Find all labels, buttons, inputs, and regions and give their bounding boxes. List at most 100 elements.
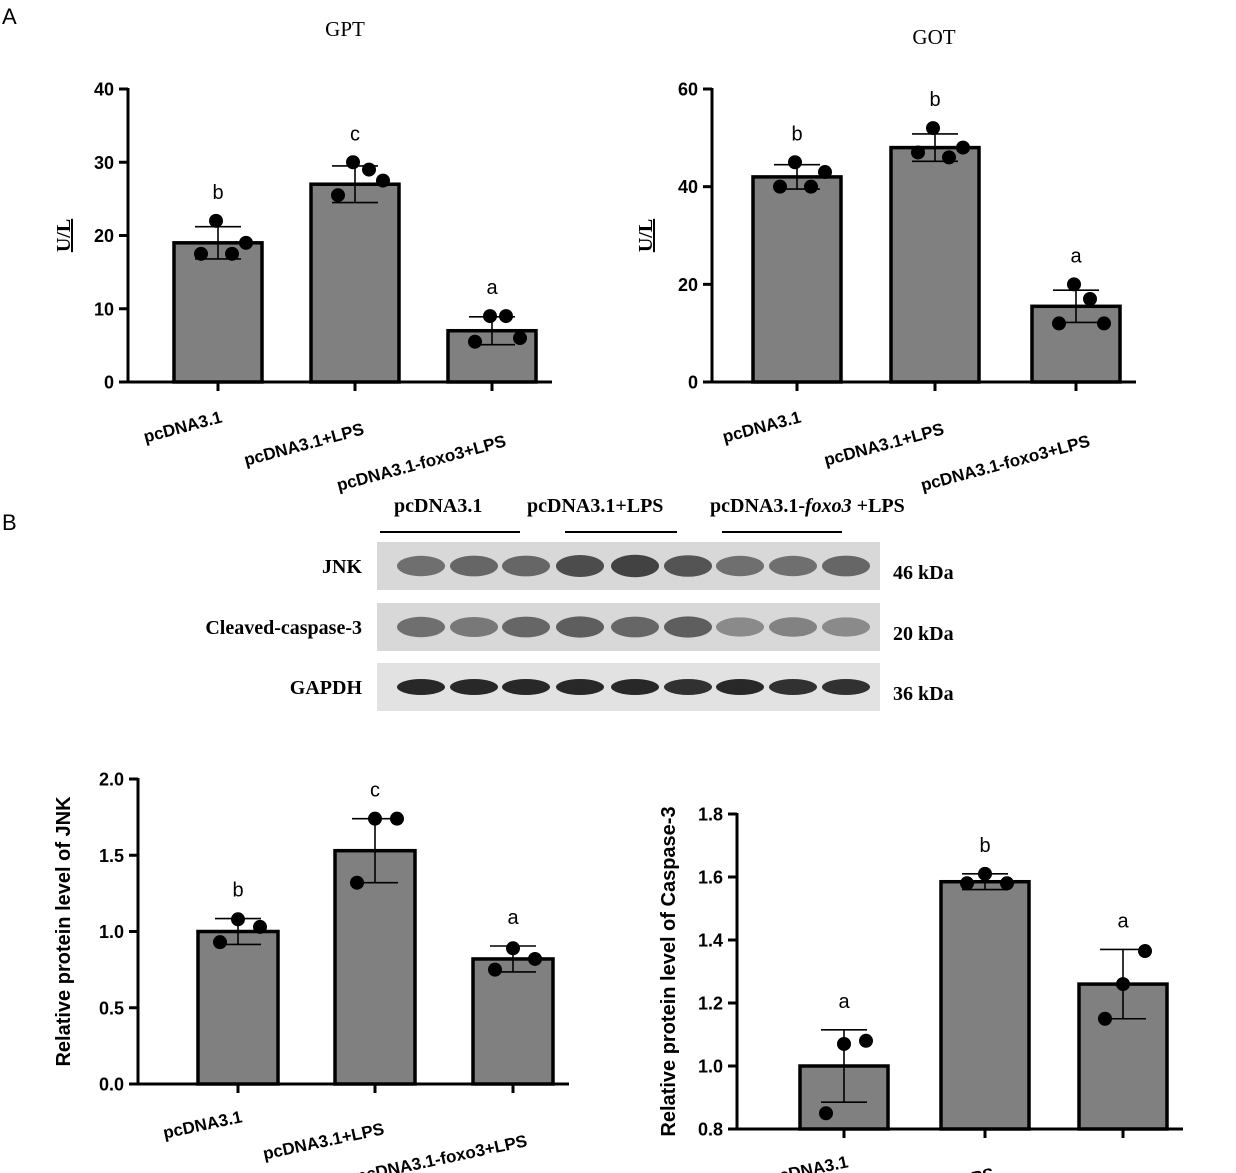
y-tick-label: 20: [94, 226, 114, 246]
data-point: [804, 179, 818, 194]
y-tick-label: 1.0: [698, 1057, 723, 1077]
data-point: [788, 155, 802, 170]
y-tick-label: 1.4: [698, 931, 723, 951]
y-tick-label: 2.0: [99, 770, 124, 790]
x-category-label: pcDNA3.1+LPS: [261, 1119, 386, 1163]
blot-band: [769, 679, 817, 695]
blot-band: [716, 617, 764, 637]
blot-protein-label: Cleaved-caspase-3: [205, 617, 362, 639]
blot-band: [822, 555, 870, 577]
blot-band: [397, 679, 445, 695]
data-point: [506, 941, 520, 956]
blot-band: [450, 679, 498, 695]
significance-letter: b: [979, 835, 990, 857]
significance-letter: a: [838, 991, 850, 1013]
blot-band: [397, 555, 445, 577]
blot-band: [397, 616, 445, 638]
got-bar-chart: GOTU/L0204060bpcDNA3.1bpcDNA3.1+LPSapcDN…: [635, 25, 1136, 495]
data-point: [818, 165, 832, 180]
significance-letter: c: [350, 123, 360, 145]
y-tick-label: 10: [94, 299, 114, 319]
significance-letter: b: [232, 880, 243, 902]
blot-band: [556, 555, 604, 577]
y-axis-label: U/L: [53, 219, 75, 252]
significance-letter: a: [486, 277, 498, 299]
bar: [939, 879, 1031, 1131]
blot-band: [556, 616, 604, 638]
data-point: [859, 1033, 873, 1048]
blot-protein-label: GAPDH: [290, 677, 363, 699]
data-point: [376, 173, 390, 188]
data-point: [1097, 316, 1111, 331]
western-blot-panel: pcDNA3.1 pcDNA3.1+LPS pcDNA3.1-foxo3 +LPS J…: [0, 470, 1236, 730]
data-point: [362, 162, 376, 177]
y-axis-label: Relative protein level of JNK: [53, 796, 75, 1067]
bar: [751, 175, 843, 384]
y-tick-label: 0.5: [99, 998, 124, 1018]
blot-group-label: pcDNA3.1-foxo3 +LPS: [710, 495, 905, 517]
data-point: [1138, 944, 1152, 959]
blot-band: [611, 679, 659, 695]
y-tick-label: 0.0: [99, 1075, 124, 1095]
bar: [333, 848, 417, 1086]
significance-letter: b: [929, 89, 940, 111]
significance-letter: a: [1117, 910, 1129, 932]
blot-protein-label: JNK: [322, 556, 362, 578]
blot-band: [556, 679, 604, 695]
blot-band: [769, 617, 817, 637]
data-point: [350, 875, 364, 890]
data-point: [239, 235, 253, 250]
data-point: [1000, 876, 1014, 891]
blot-band: [502, 679, 550, 695]
chart-title: GOT: [912, 25, 955, 49]
significance-letter: a: [507, 907, 519, 929]
y-axis-label: U/L: [635, 219, 657, 252]
y-tick-label: 40: [678, 177, 698, 197]
blot-band: [716, 679, 764, 695]
bar: [889, 145, 981, 384]
x-category-label: pcDNA3.1+LPS: [822, 420, 946, 470]
data-point: [194, 246, 208, 261]
data-point: [942, 150, 956, 165]
data-point: [1052, 316, 1066, 331]
data-point: [213, 935, 227, 950]
x-category-label: pcDNA3.1: [721, 408, 803, 447]
data-point: [390, 811, 404, 826]
western-blot: pcDNA3.1 pcDNA3.1+LPS pcDNA3.1-foxo3 +LPS J…: [205, 495, 954, 711]
y-tick-label: 1.8: [698, 805, 723, 825]
y-tick-label: 0: [688, 373, 698, 393]
blot-band: [664, 679, 712, 695]
bar: [471, 957, 555, 1086]
data-point: [253, 919, 267, 934]
bar: [309, 182, 401, 384]
data-point: [1083, 291, 1097, 306]
data-point: [488, 962, 502, 977]
x-category-label: pcDNA3.1+LPS: [871, 1164, 996, 1173]
blot-group-label: pcDNA3.1: [394, 495, 482, 517]
blot-band: [450, 617, 498, 637]
blot-size-label: 36 kDa: [893, 683, 954, 705]
data-point: [209, 213, 223, 228]
data-point: [468, 334, 482, 349]
data-point: [960, 876, 974, 891]
gpt-bar-chart: GPTU/L010203040bpcDNA3.1cpcDNA3.1+LPSapc…: [53, 17, 552, 495]
blot-band: [822, 617, 870, 637]
y-tick-label: 60: [678, 80, 698, 100]
bar: [172, 241, 264, 384]
data-point: [225, 246, 239, 261]
blot-band: [769, 555, 817, 577]
significance-letter: c: [370, 780, 380, 802]
panel-label-a: A: [2, 4, 17, 29]
blot-group-label: pcDNA3.1+LPS: [527, 495, 663, 517]
y-tick-label: 1.0: [99, 922, 124, 942]
jnk-bar-chart: Relative protein level of JNK 0.0 0.5 1.0 1.…: [53, 770, 569, 1173]
data-point: [331, 188, 345, 203]
data-point: [499, 309, 513, 324]
data-point: [819, 1106, 833, 1121]
data-point: [231, 912, 245, 927]
data-point: [1067, 277, 1081, 292]
blot-band: [502, 555, 550, 577]
data-point: [1098, 1011, 1112, 1026]
significance-letter: b: [212, 182, 223, 204]
blot-band: [611, 616, 659, 638]
